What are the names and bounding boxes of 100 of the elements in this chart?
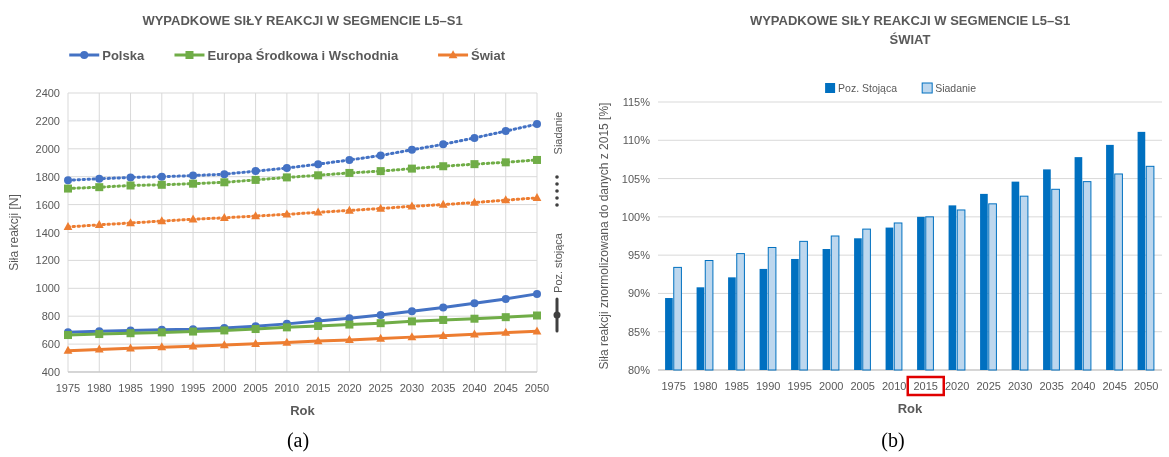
- point: [345, 335, 354, 344]
- x-tick-label: 1975: [55, 382, 81, 394]
- x-tick-label: 2030: [399, 382, 425, 394]
- y-tick-label: 1400: [35, 226, 60, 239]
- point: [470, 133, 479, 142]
- point: [376, 333, 386, 342]
- y-tick-label: 95%: [627, 249, 651, 262]
- point: [533, 120, 541, 129]
- point: [251, 211, 260, 220]
- y-axis-title: Siła reakcji znormolizowana do danych z 2015 [%]: [597, 102, 611, 370]
- legend-label: Siadanie: [935, 81, 977, 94]
- point: [95, 183, 104, 192]
- point: [439, 140, 448, 149]
- point: [376, 319, 385, 328]
- point: [126, 218, 135, 227]
- y-axis-title: Siła reakcji [N]: [7, 194, 21, 271]
- point: [533, 311, 541, 320]
- x-tick-label: 2005: [850, 380, 875, 392]
- point: [314, 321, 323, 330]
- x-tick-label: 2050: [1134, 380, 1159, 392]
- point: [407, 164, 416, 173]
- point: [438, 199, 448, 208]
- point: [533, 289, 541, 298]
- point: [533, 155, 541, 164]
- x-tick-label: 2010: [882, 380, 907, 392]
- y-tick-label: 600: [41, 338, 60, 351]
- point: [439, 303, 448, 312]
- point: [532, 326, 542, 335]
- point: [94, 344, 104, 353]
- x-tick-label: 2050: [524, 382, 550, 394]
- x-tick-label: 2030: [1008, 380, 1033, 392]
- legend-label: Poz. Stojąca: [838, 81, 898, 94]
- point: [470, 299, 479, 308]
- y-tick-label: 2200: [35, 114, 60, 127]
- point: [470, 160, 479, 169]
- x-tick-label: 2035: [430, 382, 456, 394]
- x-tick-label: 1985: [118, 382, 143, 394]
- chart-title: WYPADKOWE SIŁY REAKCJI W SEGMENCIE L5–S1: [749, 13, 1071, 28]
- y-tick-label: 800: [41, 310, 60, 323]
- legend-label: Europa Środkowa i Wschodnia: [207, 47, 399, 63]
- point: [282, 337, 292, 346]
- x-tick-label: 2015: [913, 380, 938, 392]
- y-tick-label: 90%: [627, 287, 651, 300]
- point: [95, 174, 104, 183]
- point: [345, 155, 354, 164]
- point: [282, 323, 291, 332]
- text: (a): [286, 429, 310, 452]
- x-tick-label: 2000: [212, 382, 237, 394]
- point: [63, 222, 73, 231]
- point: [157, 216, 167, 225]
- y-tick-label: 100%: [621, 210, 651, 223]
- chart-title: WYPADKOWE SIŁY REAKCJI W SEGMENCIE L5–S1: [142, 13, 463, 28]
- point: [251, 175, 260, 184]
- y-tick-label: 2400: [35, 87, 60, 99]
- x-tick-label: 2045: [1102, 380, 1127, 392]
- x-tick-label: 2025: [976, 380, 1001, 392]
- point: [501, 327, 511, 336]
- text: Poz. stojąca: [552, 232, 564, 293]
- y-tick-label: 110%: [622, 134, 651, 147]
- point: [345, 205, 354, 214]
- x-axis-title: Rok: [290, 403, 316, 418]
- point: [470, 329, 479, 338]
- point: [501, 127, 510, 136]
- point: [407, 307, 416, 316]
- point: [251, 167, 260, 176]
- point: [501, 294, 510, 303]
- point: [188, 214, 198, 223]
- x-tick-label: 2015: [305, 382, 331, 394]
- point: [470, 314, 479, 323]
- point: [470, 197, 479, 206]
- point: [64, 176, 72, 185]
- text: (b): [881, 429, 905, 452]
- x-tick-label: 2000: [819, 380, 844, 392]
- point: [501, 158, 510, 167]
- point: [282, 164, 291, 173]
- point: [220, 178, 229, 187]
- point: [376, 167, 385, 176]
- y-tick-label: 80%: [627, 364, 651, 376]
- text: Siadanie: [552, 111, 564, 155]
- x-tick-label: 1995: [180, 382, 206, 394]
- y-tick-label: 400: [41, 366, 60, 378]
- point: [63, 345, 73, 354]
- point: [282, 209, 292, 218]
- point: [189, 171, 198, 180]
- point: [188, 341, 198, 350]
- x-tick-label: 1980: [87, 382, 112, 394]
- x-tick-label: 2035: [1039, 380, 1064, 392]
- x-tick-label: 2045: [493, 382, 518, 394]
- point: [126, 173, 135, 182]
- point: [407, 317, 416, 326]
- x-tick-label: 2010: [274, 382, 300, 394]
- x-tick-label: 2040: [1071, 380, 1096, 392]
- legend-label: Świat: [471, 47, 506, 63]
- point: [407, 145, 416, 154]
- point: [313, 336, 323, 345]
- x-tick-label: 2020: [337, 382, 362, 394]
- point: [376, 311, 385, 320]
- point: [189, 179, 198, 188]
- point: [439, 162, 448, 171]
- point: [501, 313, 510, 322]
